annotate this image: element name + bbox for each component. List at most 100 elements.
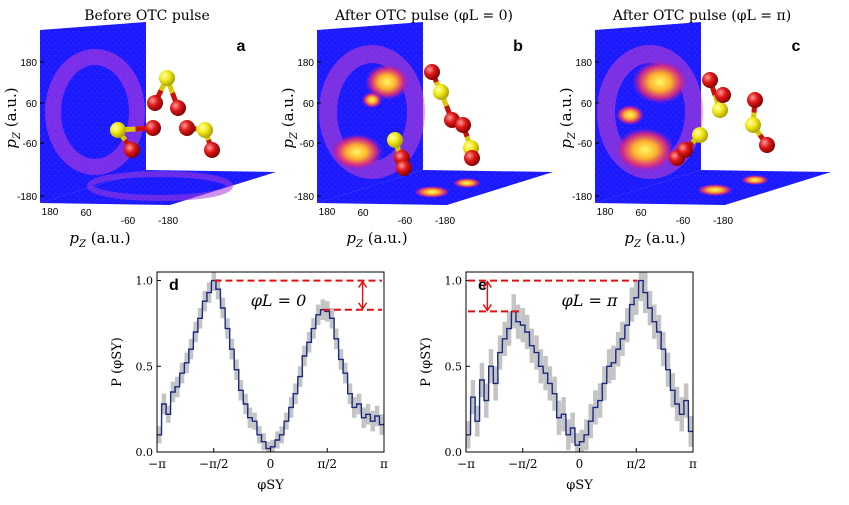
oxygen-atom — [702, 72, 718, 88]
arrow-head — [358, 280, 368, 288]
data-line — [156, 279, 385, 450]
sulfur-atom — [197, 122, 213, 138]
panel-c: After OTC pulse (φL = π)c 180 60 -60 -180 180… — [557, 8, 831, 250]
tick-label: -180 — [294, 192, 314, 203]
x-tick-label: −π — [148, 457, 166, 471]
y-tick-label: 1.0 — [136, 275, 154, 288]
panel-a-title: Before OTC pulse — [84, 8, 210, 24]
sulfur-atom — [387, 132, 403, 148]
tick-label: 60 — [635, 208, 647, 219]
y-tick-label: 0.5 — [445, 360, 463, 373]
panel-b-ylabel: pZ (a.u.) — [279, 87, 300, 148]
y-tick-label: 0.0 — [445, 446, 463, 459]
tick-label: -60 — [121, 216, 136, 227]
x-tick-label: π — [380, 457, 388, 471]
panel-a: Before OTC pulse a 180 60 -60 -180 180 60 -60 -18… — [2, 8, 276, 250]
y-tick-label: 0.0 — [136, 446, 154, 459]
x-tick-label: −π/2 — [508, 457, 538, 471]
error-band — [575, 433, 580, 452]
oxygen-atom — [759, 137, 775, 153]
oxygen-atom — [677, 142, 693, 158]
tick-label: 180 — [597, 207, 614, 218]
panel-a-xlabel: pZ (a.u.) — [69, 229, 130, 250]
x-tick-label: π/2 — [317, 457, 337, 471]
oxygen-atom — [145, 120, 161, 136]
annotation-phase: φL = 0 — [251, 291, 307, 310]
panel-b-floor-spot — [453, 178, 481, 188]
panel-c-xlabel: pZ (a.u.) — [624, 229, 685, 250]
tick-label: -60 — [300, 139, 315, 150]
panel-c-wall-spot — [616, 105, 644, 125]
panel-a-molecule — [110, 120, 161, 158]
panel-b-molecule — [387, 132, 412, 176]
x-tick-label: 0 — [267, 457, 275, 471]
panel-c-wall-spot — [615, 128, 675, 172]
oxygen-atom — [170, 100, 186, 116]
arrow-head — [482, 304, 492, 312]
tick-label: -180 — [17, 192, 37, 203]
oxygen-atom — [396, 160, 412, 176]
panel-a-molecule — [179, 120, 220, 158]
oxygen-atom — [424, 64, 440, 80]
tick-label: 60 — [26, 99, 38, 110]
sulfur-atom — [692, 127, 708, 143]
x-axis-label: φSY — [566, 478, 593, 493]
error-band — [638, 272, 644, 302]
oxygen-atom — [124, 142, 140, 158]
panel-a-ring — [45, 49, 145, 175]
sulfur-atom — [159, 70, 175, 86]
panel-b-ring — [319, 45, 425, 179]
y-axis-label: P (φSY) — [110, 337, 125, 387]
plot-d: 0.0 0.5 1.0 −π −π/2 0 π/2 π φSY P (φSY) d φL = 0 — [110, 271, 388, 493]
panel-c-molecule — [702, 72, 731, 118]
tick-label: -180 — [713, 216, 733, 227]
panel-c-molecule — [745, 92, 775, 153]
oxygen-atom — [464, 150, 480, 166]
panel-e-label: e — [478, 277, 487, 294]
arrow-head — [482, 280, 492, 288]
annotation-phase: φL = π — [562, 291, 618, 310]
panel-b-wall-spot — [331, 134, 383, 170]
sulfur-atom — [745, 117, 761, 133]
tick-label: 60 — [357, 208, 369, 219]
error-band — [211, 272, 217, 291]
panel-c-ylabel: pZ (a.u.) — [557, 87, 578, 148]
plot-e: 0.0 0.5 1.0 −π −π/2 0 π/2 π φSY P (φSY) e φL = π — [419, 271, 697, 493]
x-tick-label: π — [689, 457, 697, 471]
oxygen-atom — [147, 95, 163, 111]
panel-a-floor-ring — [87, 171, 233, 201]
tick-label: 60 — [80, 208, 92, 219]
panel-c-label: c — [792, 38, 801, 55]
x-tick-label: π/2 — [626, 457, 646, 471]
tick-label: -60 — [23, 139, 38, 150]
x-axis-label: φSY — [257, 478, 284, 493]
panel-a-ylabel: pZ (a.u.) — [2, 87, 23, 148]
x-tick-label: −π — [457, 457, 475, 471]
panel-b-title: After OTC pulse (φL = 0) — [334, 8, 513, 24]
tick-label: -60 — [676, 216, 691, 227]
oxygen-atom — [715, 87, 731, 103]
panel-b-wall-spot — [365, 64, 409, 100]
tick-label: -180 — [572, 192, 592, 203]
oxygen-atom — [747, 92, 763, 108]
panel-b-label: b — [513, 38, 523, 55]
y-axis-label: P (φSY) — [419, 337, 434, 387]
tick-label: -180 — [435, 216, 455, 227]
tick-label: 180 — [42, 207, 59, 218]
sulfur-atom — [433, 84, 449, 100]
panel-a-molecule — [147, 70, 186, 116]
panel-a-label: a — [237, 38, 246, 55]
panel-b: After OTC pulse (φL = 0)b 180 60 -60 -180 180… — [279, 8, 553, 250]
tick-label: -60 — [578, 139, 593, 150]
tick-label: 180 — [297, 58, 314, 69]
panel-b-floor-spot — [414, 186, 450, 198]
sulfur-atom — [712, 102, 728, 118]
oxygen-atom — [455, 117, 471, 133]
y-tick-label: 1.0 — [445, 275, 463, 288]
panel-b-xlabel: pZ (a.u.) — [346, 229, 407, 250]
panel-b-molecule — [424, 64, 460, 128]
panel-c-floor-spot — [741, 175, 769, 185]
x-tick-label: −π/2 — [199, 457, 229, 471]
panel-c-molecule — [669, 127, 708, 166]
